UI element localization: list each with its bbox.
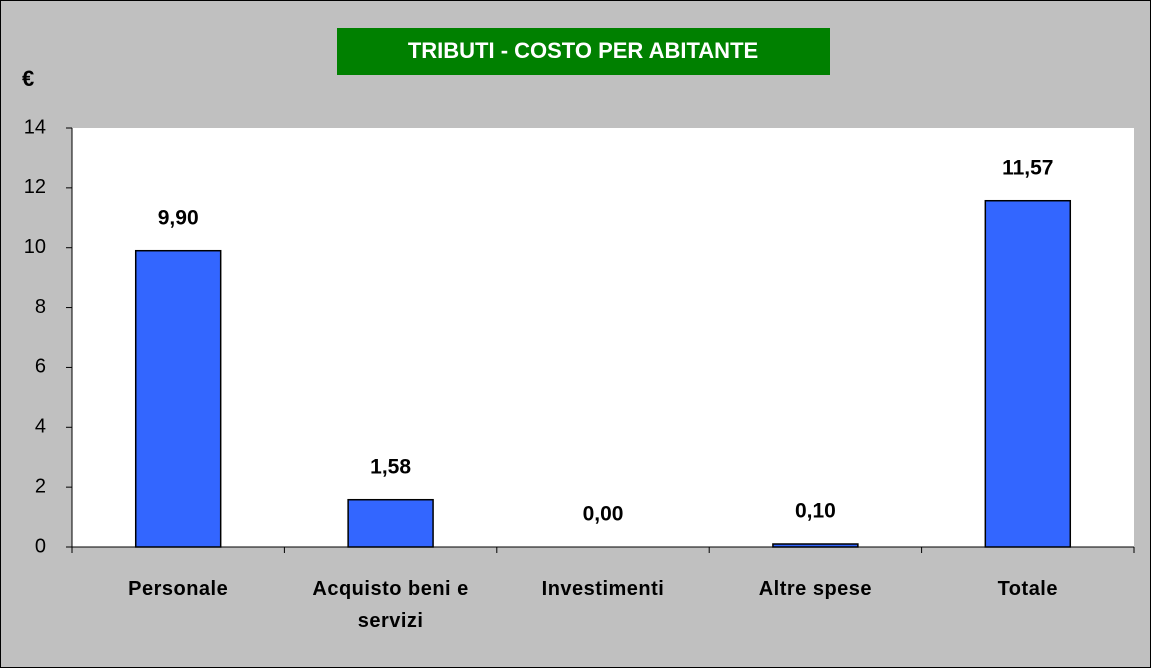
value-label: 0,10 bbox=[795, 500, 836, 523]
value-label: 1,58 bbox=[370, 455, 411, 478]
y-tick-label: 2 bbox=[35, 475, 46, 497]
x-tick-label: Investimenti bbox=[541, 578, 665, 600]
x-tick-label: Altre spese bbox=[758, 578, 873, 600]
y-tick-label: 14 bbox=[24, 116, 46, 138]
bar bbox=[347, 498, 434, 548]
bar bbox=[134, 249, 222, 548]
value-label: 11,57 bbox=[1002, 156, 1053, 179]
chart-title: TRIBUTI - COSTO PER ABITANTE bbox=[408, 38, 758, 63]
title-box bbox=[337, 28, 830, 75]
y-tick-label: 4 bbox=[35, 416, 46, 438]
x-tick-label: Acquisto beni e servizi bbox=[312, 578, 469, 632]
y-tick-label: 12 bbox=[24, 176, 46, 198]
x-tick-label: Totale bbox=[997, 578, 1058, 600]
bar bbox=[984, 199, 1072, 548]
y-tick-label: 0 bbox=[35, 535, 46, 557]
bar bbox=[772, 543, 859, 548]
value-label: 9,90 bbox=[158, 206, 199, 229]
y-tick-label: 8 bbox=[35, 296, 46, 318]
plot-area bbox=[72, 128, 1134, 547]
value-label: 0,00 bbox=[583, 503, 624, 526]
y-axis-label: € bbox=[22, 66, 34, 91]
x-tick-label: Personale bbox=[128, 578, 229, 600]
y-tick-label: 6 bbox=[35, 356, 46, 378]
y-tick-label: 10 bbox=[24, 236, 46, 258]
